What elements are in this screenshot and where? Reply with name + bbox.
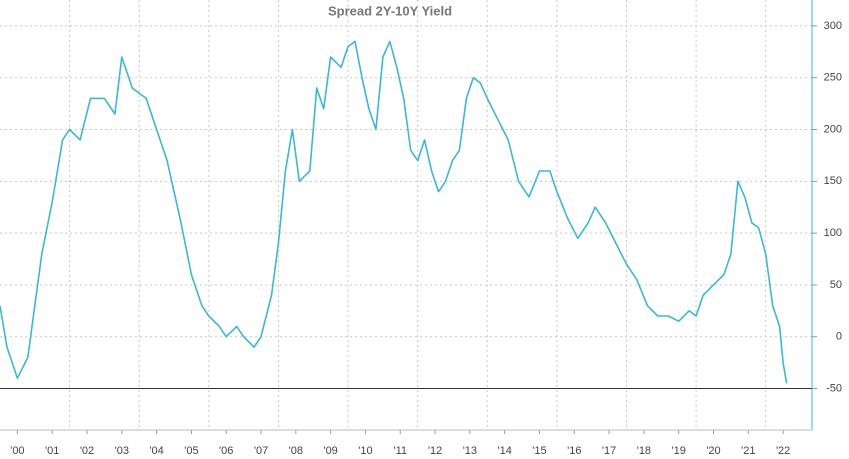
y-tick-label: 0 — [836, 331, 842, 343]
x-tick-label: '17 — [602, 445, 616, 457]
x-tick-label: '10 — [358, 445, 372, 457]
x-tick-label: '00 — [10, 445, 24, 457]
x-tick-label: '05 — [184, 445, 198, 457]
y-tick-label: 250 — [824, 72, 842, 84]
x-tick-label: '19 — [672, 445, 686, 457]
x-tick-label: '20 — [706, 445, 720, 457]
x-tick-label: '01 — [45, 445, 59, 457]
x-tick-label: '09 — [323, 445, 337, 457]
x-tick-label: '11 — [393, 445, 407, 457]
x-tick-label: '21 — [741, 445, 755, 457]
y-tick-label: 200 — [824, 123, 842, 135]
x-tick-label: '04 — [149, 445, 163, 457]
x-tick-label: '14 — [498, 445, 512, 457]
y-tick-label: 150 — [824, 175, 842, 187]
x-tick-label: '16 — [567, 445, 581, 457]
line-series — [0, 40, 788, 384]
y-tick-label: 100 — [824, 227, 842, 239]
y-tick-label: 50 — [830, 279, 842, 291]
x-tick-label: '18 — [637, 445, 651, 457]
x-tick-label: '06 — [219, 445, 233, 457]
x-tick-label: '13 — [463, 445, 477, 457]
x-tick-label: '22 — [776, 445, 790, 457]
y-tick-label: -50 — [826, 382, 842, 394]
chart-title: Spread 2Y-10Y Yield — [328, 3, 452, 18]
x-tick-label: '02 — [80, 445, 94, 457]
x-tick-label: '07 — [254, 445, 268, 457]
x-tick-label: '12 — [428, 445, 442, 457]
x-tick-label: '03 — [115, 445, 129, 457]
x-tick-label: '08 — [289, 445, 303, 457]
y-tick-label: 300 — [824, 20, 842, 32]
x-tick-label: '15 — [532, 445, 546, 457]
